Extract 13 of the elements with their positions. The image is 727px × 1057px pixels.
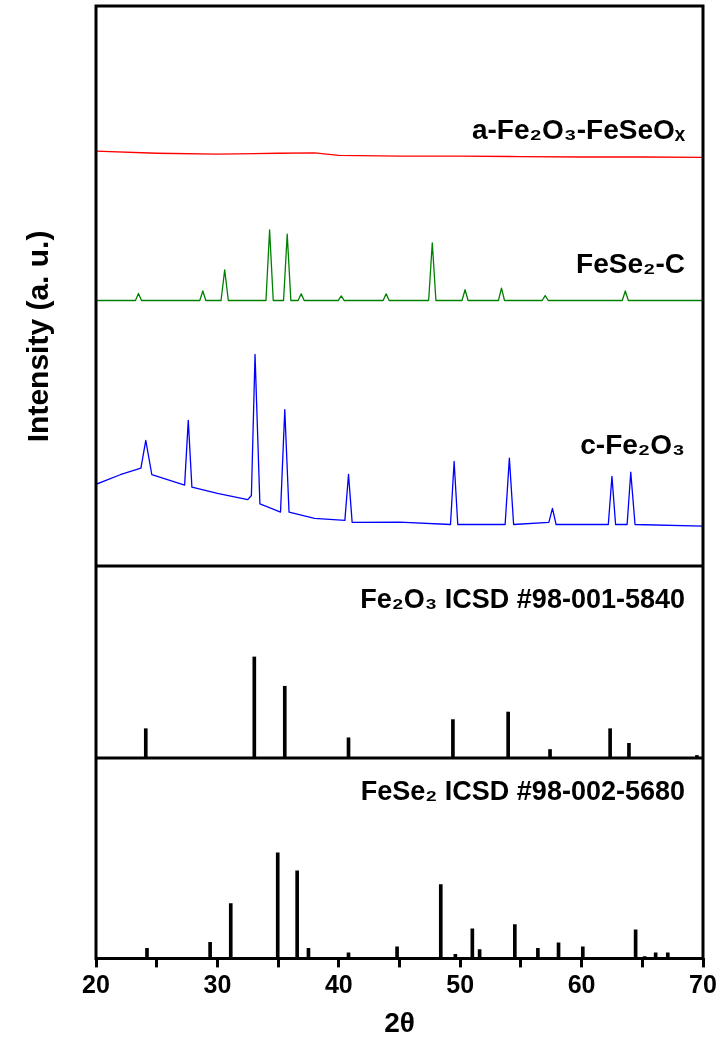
series-label: FeSe₂-C	[576, 247, 685, 279]
x-tick-label: 60	[567, 970, 596, 999]
y-axis-title: Intensity (a. u.)	[21, 230, 55, 443]
x-tick-label: 70	[689, 970, 717, 999]
x-axis-title: 2θ	[384, 1006, 415, 1038]
chart-title: Fe₂O₃ ICSD #98-001-5840	[360, 584, 685, 614]
chart-title: FeSe₂ ICSD #98-002-5680	[360, 776, 685, 806]
x-tick-label: 30	[203, 970, 232, 999]
series-label: a-Fe₂O₃-FeSeOₓ	[471, 113, 686, 145]
series-label: c-Fe₂O₃	[580, 429, 685, 461]
x-tick-label: 50	[446, 970, 475, 999]
x-tick-label: 20	[82, 970, 110, 999]
x-tick-label: 40	[324, 970, 353, 999]
